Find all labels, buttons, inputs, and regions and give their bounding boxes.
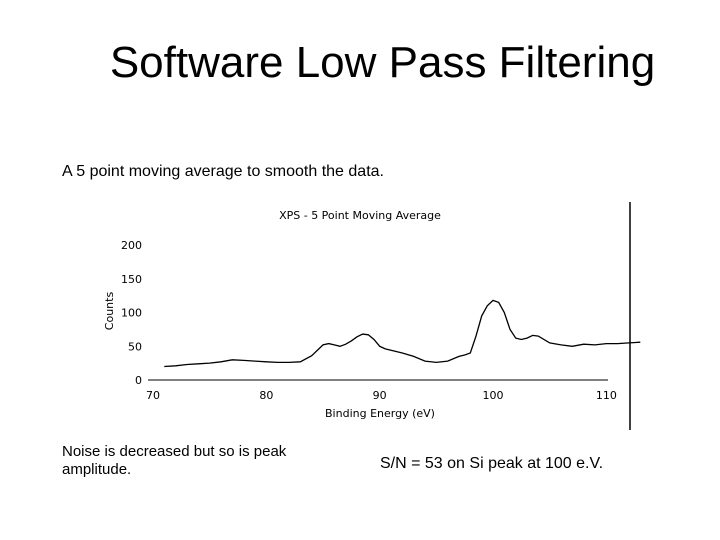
y-tick-label: 50	[128, 340, 142, 353]
y-tick-label: 200	[121, 239, 142, 252]
chart-title: XPS - 5 Point Moving Average	[279, 209, 441, 222]
y-tick-label: 150	[121, 273, 142, 286]
note-right: S/N = 53 on Si peak at 100 e.V.	[380, 455, 604, 472]
slide-title: Software Low Pass Filtering	[109, 38, 656, 87]
x-tick-label: 80	[259, 389, 273, 402]
x-tick-label: 110	[596, 389, 617, 402]
note-left: Noise is decreased but so is peak amplit…	[62, 443, 287, 478]
x-axis-label: Binding Energy (eV)	[325, 407, 435, 420]
y-axis-label: Counts	[103, 292, 116, 331]
slide-subtitle: A 5 point moving average to smooth the d…	[62, 163, 384, 180]
y-tick-label: 100	[121, 307, 142, 320]
y-tick-label: 0	[135, 374, 142, 387]
x-tick-label: 70	[146, 389, 160, 402]
x-tick-label: 100	[483, 389, 504, 402]
series-line-counts	[164, 299, 641, 368]
x-tick-label: 90	[373, 389, 387, 402]
